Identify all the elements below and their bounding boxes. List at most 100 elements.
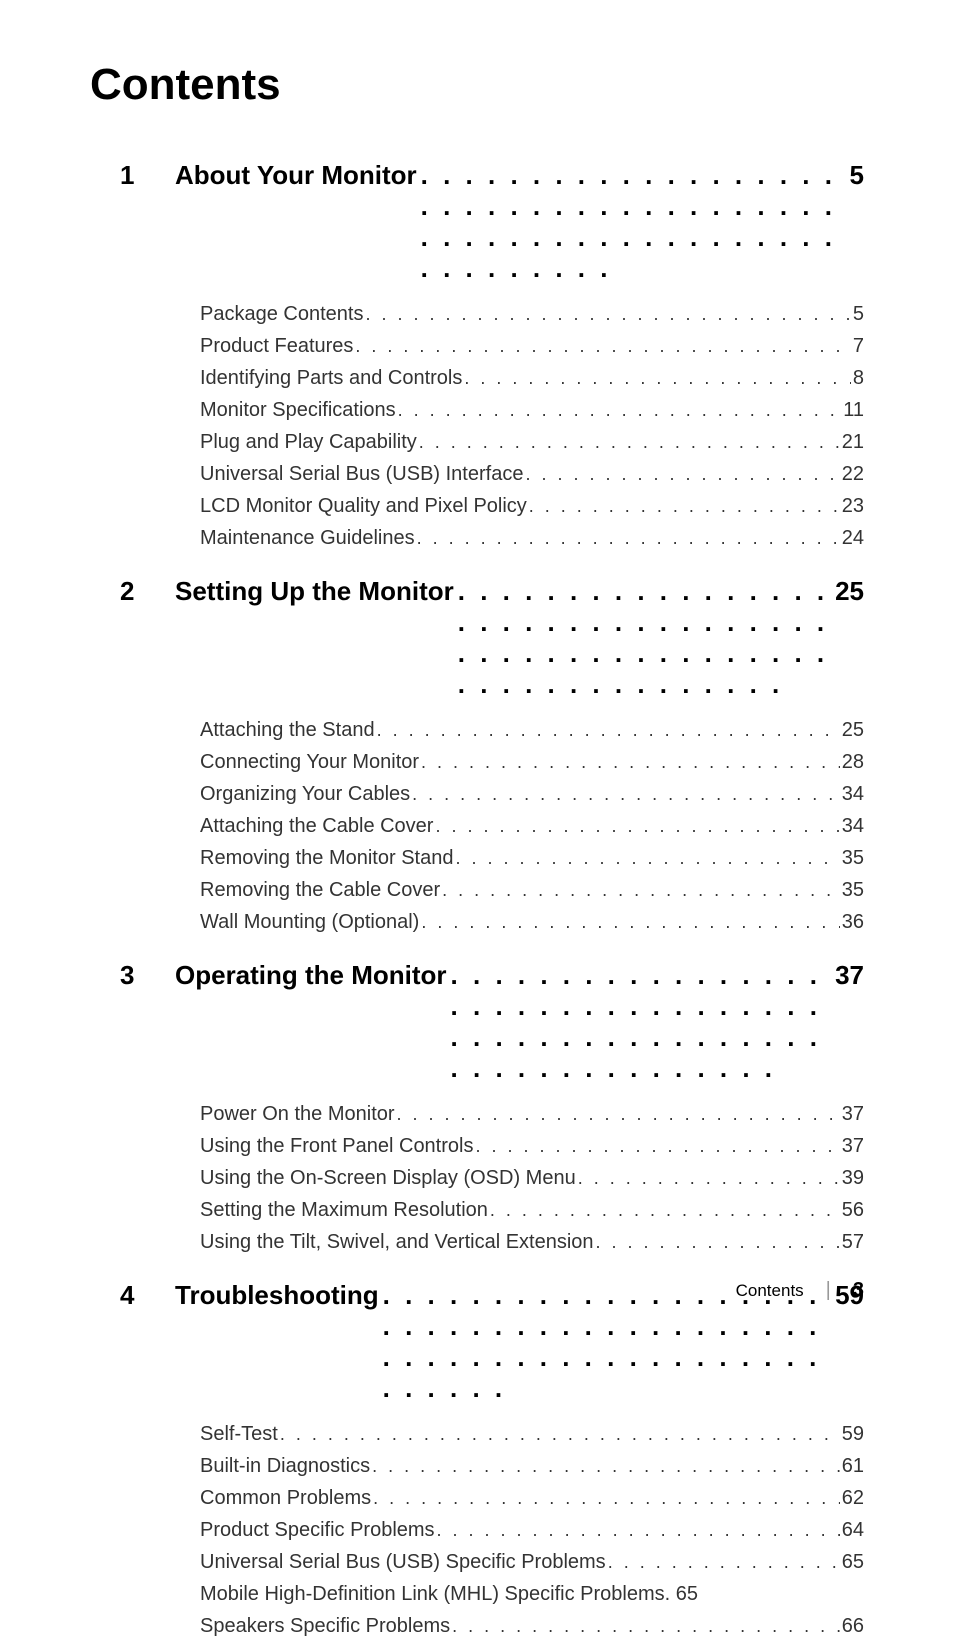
chapter-number: 2 [120,576,175,607]
section-leader-dots: . . . . . . . . . . . . . . . . . . . . … [442,876,840,905]
section-title: Speakers Specific Problems [200,1610,450,1642]
section-title: Common Problems [200,1482,371,1514]
section-leader-dots: . . . . . . . . . . . . . . . . . . . . … [608,1548,840,1577]
section-line: Wall Mounting (Optional). . . . . . . . … [200,906,864,938]
section-page: 34 [842,810,864,842]
page-footer: Contents | 3 [736,1279,864,1302]
section-title: Maintenance Guidelines [200,522,415,554]
section-page: 35 [842,842,864,874]
section-page: 66 [842,1610,864,1642]
section-title: Package Contents [200,298,363,330]
section-page: 5 [853,298,864,330]
section-leader-dots: . . . . . . . . . . . . . . . . . . . . … [437,1516,840,1545]
chapter-leader-dots: . . . . . . . . . . . . . . . . . . . . … [421,160,846,284]
section-leader-dots: . . . . . . . . . . . . . . . . . . . . … [421,748,840,777]
section-title: Self-Test [200,1418,278,1450]
section-line: Product Specific Problems . . . . . . . … [200,1514,864,1546]
section-line: Using the On-Screen Display (OSD) Menu .… [200,1162,864,1194]
section-line: Removing the Monitor Stand . . . . . . .… [200,842,864,874]
section-title: Connecting Your Monitor [200,746,419,778]
section-title: Universal Serial Bus (USB) Specific Prob… [200,1546,606,1578]
section-title: Monitor Specifications [200,394,396,426]
section-title: Using the Tilt, Swivel, and Vertical Ext… [200,1226,594,1258]
section-line: Attaching the Cable Cover. . . . . . . .… [200,810,864,842]
section-title: Power On the Monitor [200,1098,395,1130]
section-page: 37 [842,1098,864,1130]
section-line: Connecting Your Monitor . . . . . . . . … [200,746,864,778]
section-page: 35 [842,874,864,906]
chapter-title: Operating the Monitor [175,960,447,991]
chapter: 2Setting Up the Monitor . . . . . . . . … [120,576,864,938]
chapter: 3Operating the Monitor . . . . . . . . .… [120,960,864,1258]
section-leader-dots: . . . . . . . . . . . . . . . . . . . . … [475,1132,839,1161]
chapter: 1About Your Monitor . . . . . . . . . . … [120,160,864,554]
section-page: 8 [853,362,864,394]
section-line: Product Features . . . . . . . . . . . .… [200,330,864,362]
chapter-number: 4 [120,1280,175,1311]
section-line: Mobile High-Definition Link (MHL) Specif… [200,1578,864,1610]
section-page: 61 [842,1450,864,1482]
section-title: LCD Monitor Quality and Pixel Policy [200,490,527,522]
section-leader-dots: . . . . . . . . . . . . . . . . . . . . … [529,492,840,521]
chapter: 4Troubleshooting . . . . . . . . . . . .… [120,1280,864,1642]
chapter-header: 1About Your Monitor . . . . . . . . . . … [120,160,864,284]
chapter-number: 1 [120,160,175,191]
chapter-title: Setting Up the Monitor [175,576,454,607]
chapter-page: 25 [835,576,864,607]
section-title: Product Features [200,330,353,362]
section-title: Identifying Parts and Controls [200,362,462,394]
section-leader-dots: . . . . . . . . . . . . . . . . . . . . … [417,524,840,553]
section-leader-dots: . . . . . . . . . . . . . . . . . . . . … [525,460,839,489]
section-page: 65 [842,1546,864,1578]
section-leader-dots: . . . . . . . . . . . . . . . . . . . . … [372,1452,840,1481]
section-list: Self-Test . . . . . . . . . . . . . . . … [120,1418,864,1642]
section-page: 57 [842,1226,864,1258]
section-page: 64 [842,1514,864,1546]
section-leader-dots: . . . . . . . . . . . . . . . . . . . . … [355,332,850,361]
section-leader-dots: . . . . . . . . . . . . . . . . . . . . … [435,812,839,841]
section-line: Speakers Specific Problems. . . . . . . … [200,1610,864,1642]
section-line: Common Problems . . . . . . . . . . . . … [200,1482,864,1514]
chapter-number: 3 [120,960,175,991]
chapter-page: 37 [835,960,864,991]
section-title: Organizing Your Cables [200,778,410,810]
section-list: Attaching the Stand. . . . . . . . . . .… [120,714,864,938]
section-page: 59 [842,1418,864,1450]
footer-divider: | [826,1279,831,1302]
section-line: Power On the Monitor . . . . . . . . . .… [200,1098,864,1130]
section-title: Using the Front Panel Controls [200,1130,473,1162]
section-line: Identifying Parts and Controls . . . . .… [200,362,864,394]
section-leader-dots: . . . . . . . . . . . . . . . . . . . . … [412,780,840,809]
table-of-contents: 1About Your Monitor . . . . . . . . . . … [90,160,864,1642]
section-page: 24 [842,522,864,554]
section-page: . 65 [665,1578,698,1610]
section-title: Plug and Play Capability [200,426,417,458]
section-line: Attaching the Stand. . . . . . . . . . .… [200,714,864,746]
section-line: Monitor Specifications . . . . . . . . .… [200,394,864,426]
section-title: Removing the Monitor Stand [200,842,453,874]
section-leader-dots: . . . . . . . . . . . . . . . . . . . . … [421,908,839,937]
section-page: 56 [842,1194,864,1226]
chapter-title: About Your Monitor [175,160,417,191]
section-page: 62 [842,1482,864,1514]
section-leader-dots: . . . . . . . . . . . . . . . . . . . . … [455,844,839,873]
chapter-line: Setting Up the Monitor . . . . . . . . .… [175,576,864,700]
section-leader-dots: . . . . . . . . . . . . . . . . . . . . … [596,1228,840,1257]
section-line: Setting the Maximum Resolution . . . . .… [200,1194,864,1226]
section-leader-dots: . . . . . . . . . . . . . . . . . . . . … [452,1612,840,1641]
chapter-leader-dots: . . . . . . . . . . . . . . . . . . . . … [451,960,832,1084]
section-page: 22 [842,458,864,490]
section-page: 25 [842,714,864,746]
section-leader-dots: . . . . . . . . . . . . . . . . . . . . … [419,428,840,457]
chapter-header: 2Setting Up the Monitor . . . . . . . . … [120,576,864,700]
section-page: 37 [842,1130,864,1162]
section-page: 21 [842,426,864,458]
section-leader-dots: . . . . . . . . . . . . . . . . . . . . … [398,396,842,425]
section-title: Product Specific Problems [200,1514,435,1546]
section-title: Removing the Cable Cover [200,874,440,906]
section-title: Universal Serial Bus (USB) Interface [200,458,523,490]
section-page: 39 [842,1162,864,1194]
section-leader-dots: . . . . . . . . . . . . . . . . . . . . … [464,364,851,393]
footer-label: Contents [736,1281,804,1301]
chapter-line: About Your Monitor . . . . . . . . . . .… [175,160,864,284]
